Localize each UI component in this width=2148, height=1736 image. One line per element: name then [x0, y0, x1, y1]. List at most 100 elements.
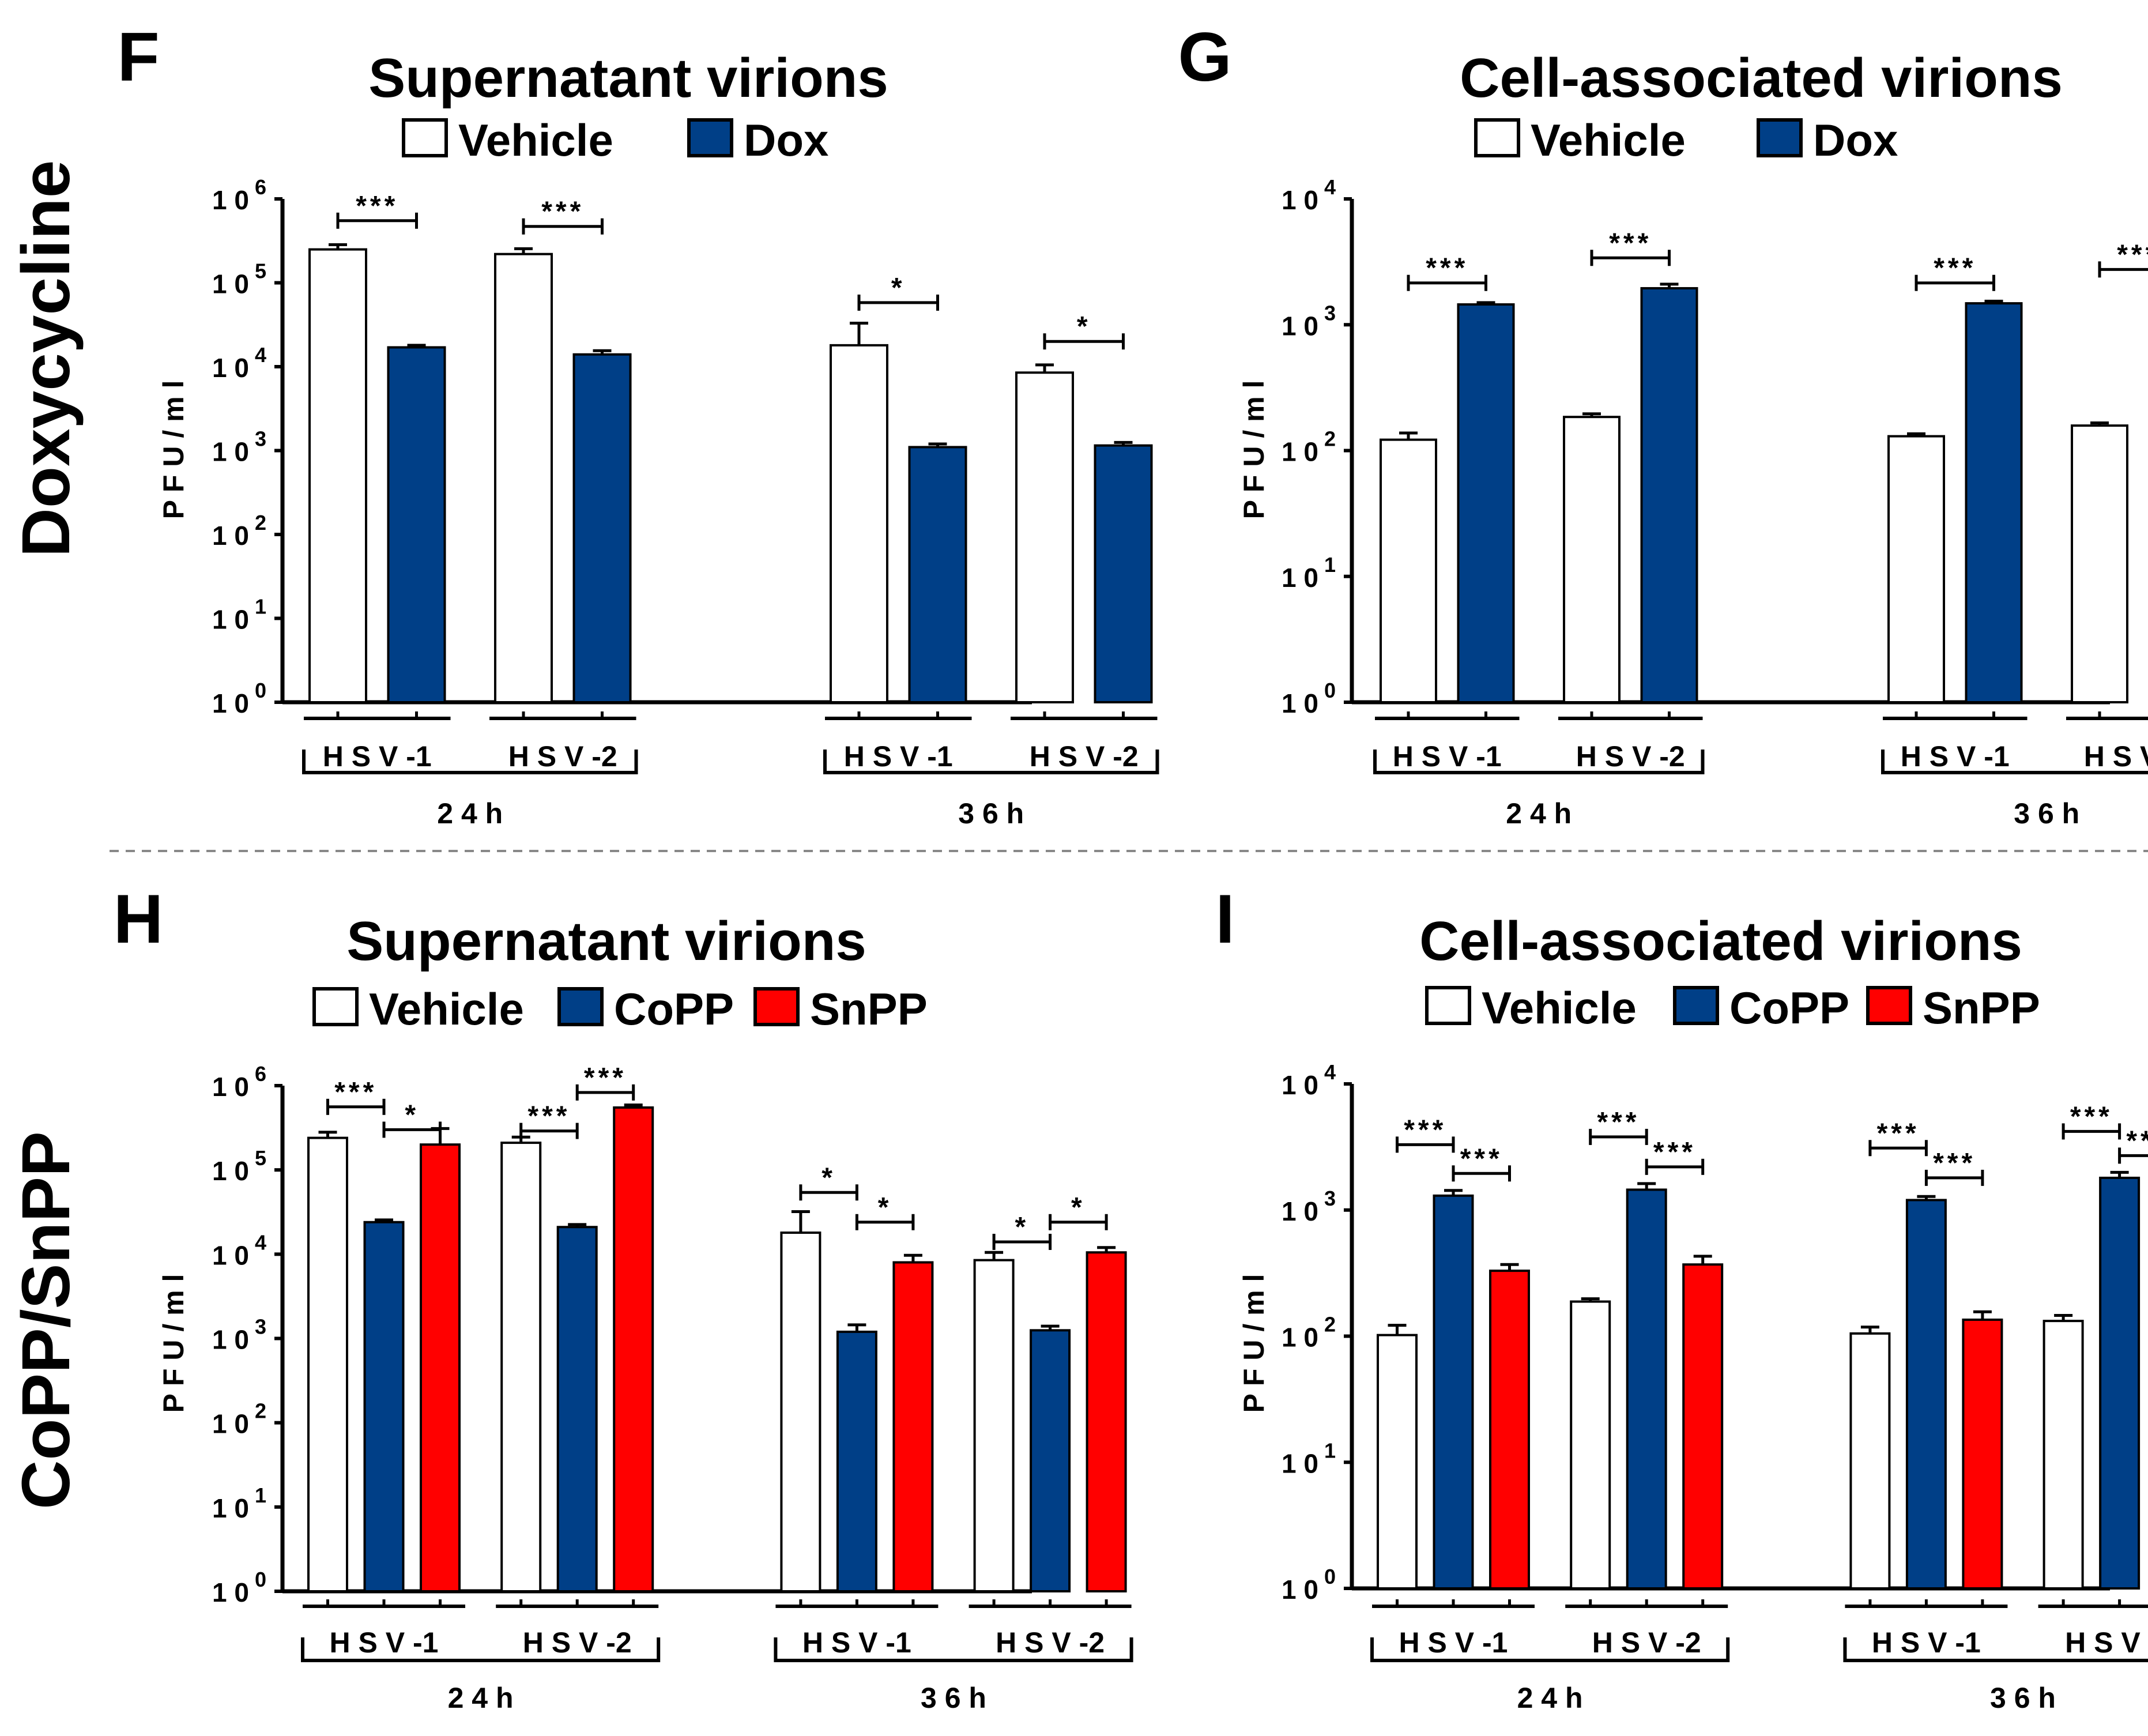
sig-label: * — [821, 1162, 836, 1193]
panel-f: F Supernatant virions Vehicle Dox P F U / m … — [117, 18, 1159, 830]
bar-vehicle — [307, 1136, 348, 1592]
legend-swatch-dox — [687, 118, 733, 157]
panel-letter: I — [1215, 880, 1234, 958]
y-tick-exp: 0 — [249, 1568, 266, 1591]
y-tick-base: 1 0 — [212, 1072, 249, 1102]
y-tick-base: 1 0 — [1282, 1323, 1318, 1353]
sig-label: *** — [356, 191, 398, 221]
bar-vehicle — [494, 253, 553, 703]
y-tick-label: 1 0 2 — [1282, 427, 1336, 467]
y-tick-exp: 5 — [249, 1146, 266, 1170]
virus-label: H S V -1 — [1872, 1626, 1981, 1659]
bar-copp — [2099, 1176, 2141, 1590]
sig-label: *** — [584, 1063, 627, 1093]
y-tick-label: 1 0 3 — [212, 427, 266, 467]
y-tick-base: 1 0 — [212, 521, 249, 551]
legend-label-copp: CoPP — [1729, 982, 1849, 1033]
sig-label: *** — [1460, 1143, 1503, 1174]
y-tick-base: 1 0 — [212, 1325, 249, 1355]
y-axis-label: P F U / m l — [1238, 381, 1270, 519]
y-tick-label: 1 0 2 — [212, 1399, 266, 1439]
y-tick-base: 1 0 — [212, 688, 249, 718]
time-bracket — [302, 750, 638, 774]
y-axis-label: P F U / m l — [157, 1274, 190, 1413]
row-label-copp-snpp: CoPP/SnPP — [8, 1131, 84, 1509]
y-tick-exp: 2 — [1318, 1313, 1336, 1336]
y-tick-exp: 2 — [249, 511, 266, 534]
bar-snpp — [892, 1261, 934, 1592]
panel-letter: G — [1178, 18, 1231, 96]
y-tick-exp: 4 — [249, 343, 266, 367]
bar-dox — [1640, 287, 1698, 703]
bar-vehicle — [973, 1259, 1015, 1592]
bar-snpp — [1086, 1251, 1127, 1592]
sig-label: *** — [1597, 1107, 1640, 1138]
sig-label: *** — [2070, 1101, 2113, 1132]
y-tick-base: 1 0 — [1282, 437, 1318, 467]
legend-label-vehicle: Vehicle — [458, 115, 613, 165]
y-tick-exp: 2 — [1318, 427, 1336, 451]
virus-label: H S V -1 — [1901, 740, 2010, 773]
y-tick-base: 1 0 — [1282, 1575, 1318, 1605]
y-tick-base: 1 0 — [212, 353, 249, 383]
y-tick-label: 1 0 5 — [212, 259, 266, 299]
virus-label: H S V -1 — [844, 740, 953, 773]
y-tick-label: 1 0 0 — [1282, 679, 1336, 718]
y-tick-base: 1 0 — [212, 1577, 249, 1607]
row-label-doxycycline: Doxycycline — [8, 160, 84, 558]
legend-swatch-dox — [1757, 118, 1803, 157]
y-tick-base: 1 0 — [212, 269, 249, 299]
time-bracket — [1843, 1637, 2148, 1662]
y-tick-exp: 4 — [249, 1230, 266, 1254]
sig-label: * — [878, 1192, 892, 1223]
bar-vehicle — [1377, 1334, 1418, 1590]
sig-label: * — [405, 1099, 419, 1130]
y-tick-base: 1 0 — [212, 1409, 249, 1439]
virus-label: H S V -2 — [996, 1626, 1105, 1659]
time-bracket — [1881, 750, 2148, 774]
legend-swatch-snpp — [753, 987, 800, 1026]
bar-snpp — [420, 1143, 461, 1592]
sig-label: *** — [1877, 1118, 1920, 1148]
y-tick-exp: 3 — [1318, 1187, 1336, 1210]
virus-label: H S V -2 — [508, 740, 617, 773]
chart-title: Cell-associated virions — [1419, 910, 2022, 972]
chart-title: Cell-associated virions — [1460, 47, 2063, 109]
sig-label: *** — [1933, 1148, 1976, 1178]
y-tick-label: 1 0 4 — [1282, 175, 1336, 215]
virus-label: H S V -1 — [1393, 740, 1502, 773]
legend-label-copp: CoPP — [614, 984, 734, 1034]
virus-label: H S V -1 — [1399, 1626, 1508, 1659]
bar-dox — [1094, 444, 1153, 703]
panel-h: H Supernatant virions Vehicle CoPP SnPP P F U… — [114, 880, 1133, 1714]
sig-label: *** — [527, 1101, 570, 1132]
virus-label: H S V -1 — [323, 740, 432, 773]
legend-swatch-snpp — [1866, 986, 1912, 1025]
y-tick-label: 1 0 3 — [1282, 301, 1336, 341]
y-tick-exp: 1 — [249, 595, 266, 619]
time-label: 3 6 h — [1990, 1682, 2056, 1714]
bar-vehicle — [830, 344, 888, 703]
y-axis-label: P F U / m l — [157, 381, 190, 519]
sig-label: *** — [1934, 253, 1976, 284]
legend-swatch-vehicle — [1474, 118, 1520, 157]
legend-swatch-vehicle — [312, 987, 359, 1026]
sig-label: *** — [1609, 228, 1652, 258]
y-tick-exp: 1 — [1318, 1438, 1336, 1462]
bar-dox — [908, 446, 967, 703]
sig-label: * — [1015, 1212, 1030, 1242]
y-tick-exp: 0 — [1318, 1565, 1336, 1588]
bar-vehicle — [500, 1142, 542, 1592]
panels: F Supernatant virions Vehicle Dox P F U / m … — [114, 18, 2148, 1714]
legend-swatch-copp — [557, 987, 604, 1026]
bar-vehicle — [1570, 1300, 1611, 1590]
sig-label: *** — [1404, 1114, 1446, 1145]
y-tick-base: 1 0 — [1282, 688, 1318, 718]
virus-label: H S V -2 — [1576, 740, 1685, 773]
bar-vehicle — [1887, 435, 1945, 703]
bar-copp — [556, 1226, 598, 1592]
legend-swatch-vehicle — [1425, 986, 1471, 1025]
y-tick-exp: 6 — [249, 175, 266, 199]
bar-dox — [1965, 302, 2023, 703]
y-tick-exp: 3 — [1318, 301, 1336, 325]
